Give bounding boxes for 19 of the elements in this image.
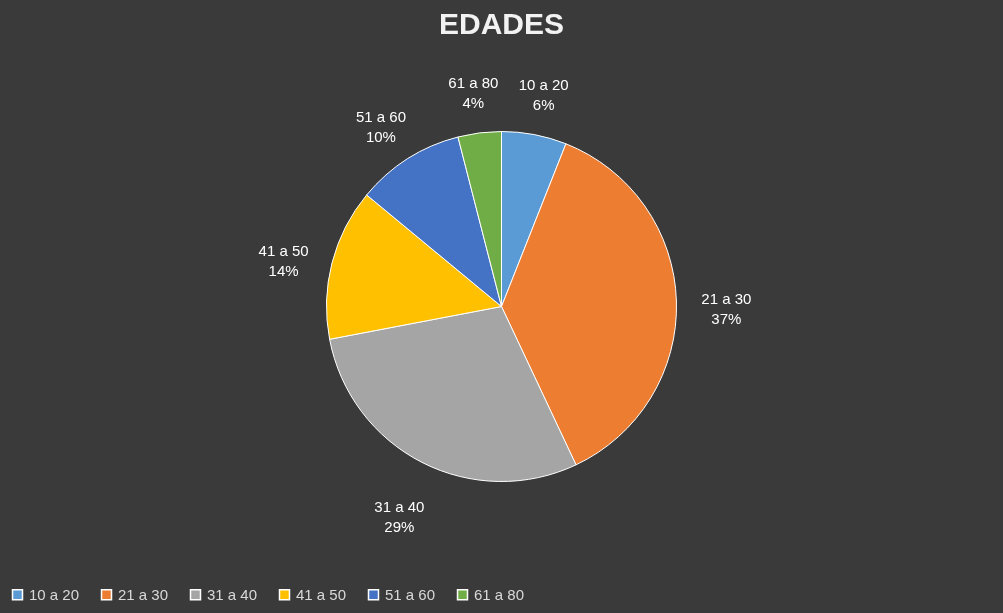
data-label: 6% <box>532 96 555 114</box>
data-label: 14% <box>268 261 299 279</box>
data-label: 29% <box>384 517 415 535</box>
slice-label: 51 a 60 <box>355 107 406 125</box>
slice-label: 10 a 20 <box>518 76 569 94</box>
legend-label: 41 a 50 <box>296 585 347 603</box>
data-label: 4% <box>462 94 485 112</box>
data-label: 10% <box>365 127 396 145</box>
slice-label: 31 a 40 <box>374 497 425 515</box>
legend-label: 21 a 30 <box>118 585 169 603</box>
data-label: 37% <box>711 310 742 328</box>
slice-label: 21 a 30 <box>701 290 752 308</box>
legend-label: 51 a 60 <box>385 585 436 603</box>
chart-title: EDADES <box>438 7 565 40</box>
slice-label: 41 a 50 <box>258 241 309 259</box>
legend-label: 31 a 40 <box>207 585 258 603</box>
slice-label: 61 a 80 <box>448 74 499 92</box>
legend-label: 61 a 80 <box>474 585 525 603</box>
legend-label: 10 a 20 <box>29 585 80 603</box>
